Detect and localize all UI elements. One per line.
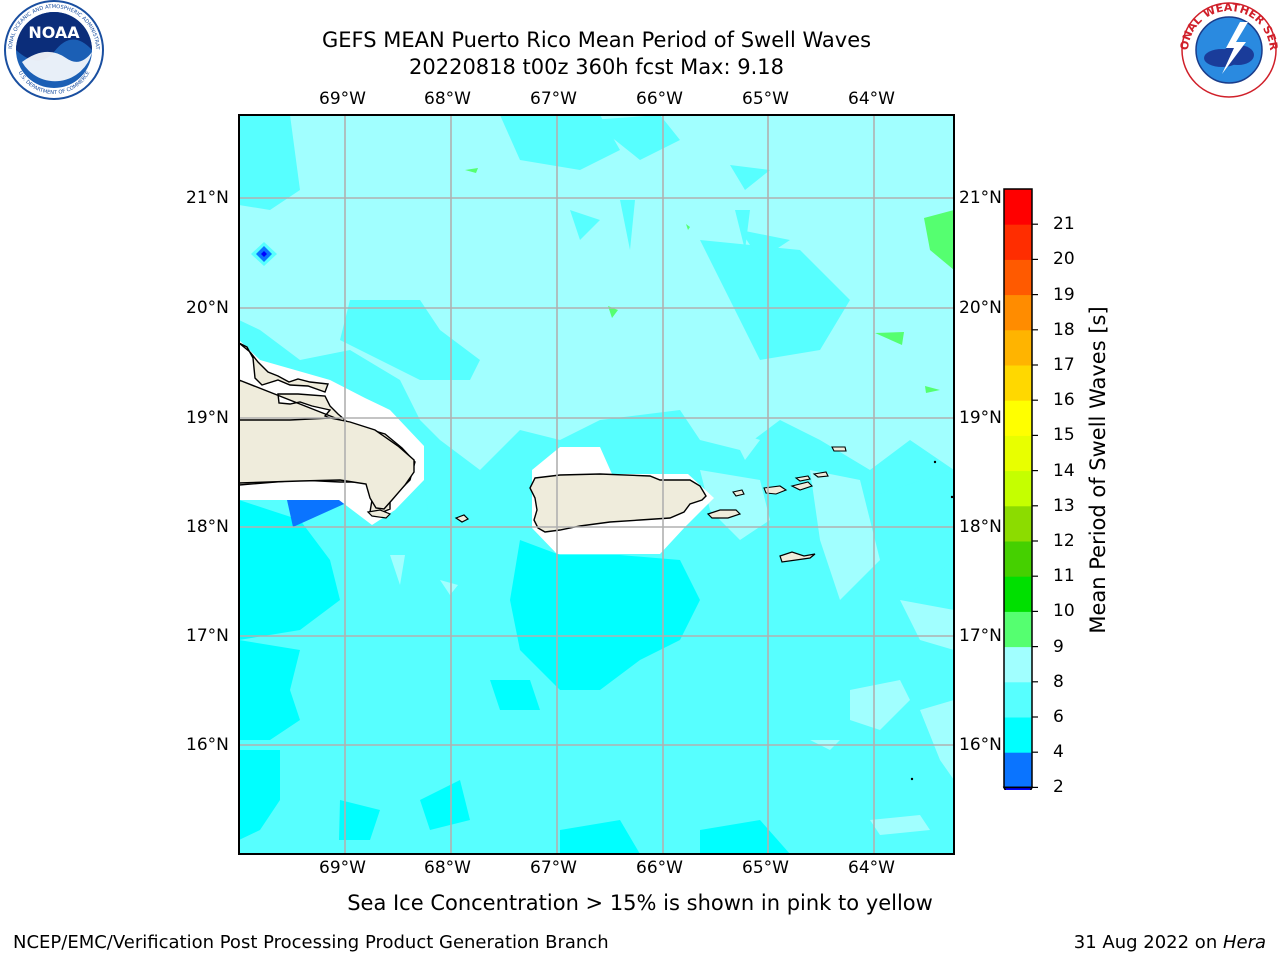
swell-period-field [239,115,954,854]
colorbar-segment [1004,294,1032,331]
colorbar-segment [1004,224,1032,260]
credit-text: NCEP/EMC/Verification Post Processing Pr… [13,932,609,953]
colorbar-frame [1003,188,1033,789]
lon-tick-bottom: 68°W [424,858,471,878]
colorbar-segment [1004,717,1032,753]
colorbar-segment [1004,365,1032,401]
colorbar-segment [1004,541,1032,577]
colorbar-tick-label: 11 [1053,566,1075,587]
colorbar-tick-label: 18 [1053,319,1075,340]
lon-tick-top: 67°W [530,89,577,109]
lat-tick-right: 20°N [959,298,1002,318]
colorbar-tick-label: 6 [1053,707,1064,727]
noaa-logo-text: NOAA [28,23,80,42]
lat-tick-right: 19°N [959,408,1002,428]
map-subtitle: 20220818 t00z 360h fcst Max: 9.18 [409,55,784,79]
lon-tick-bottom: 65°W [742,858,789,878]
colorbar-tick-label: 17 [1053,355,1075,375]
date-stamp: 31 Aug 2022 on Hera [1074,932,1266,953]
colorbar-segment [1004,189,1032,225]
colorbar-tick-label: 4 [1053,742,1064,763]
lat-tick-left: 21°N [186,188,229,208]
colorbar-segment [1004,259,1032,296]
colorbar-tick-label: 10 [1053,601,1075,622]
colorbar-tick-label: 2 [1053,777,1064,798]
colorbar-tick-label: 14 [1053,460,1075,481]
nws-logo-icon: NATIONAL WEATHER SERVICE [1178,0,1280,98]
lat-tick-left: 18°N [186,517,229,537]
colorbar-tick-label: 16 [1053,390,1075,411]
lat-tick-right: 16°N [959,735,1002,755]
colorbar-label: Mean Period of Swell Waves [s] [1086,306,1110,634]
colorbar-tick-label: 8 [1053,671,1064,692]
colorbar-tick-label: 20 [1053,249,1075,270]
colorbar-tick-label: 21 [1053,214,1075,235]
colorbar-segment [1004,329,1032,366]
lat-tick-left: 16°N [186,735,229,755]
lon-tick-bottom: 67°W [530,858,577,878]
colorbar-segment [1004,470,1032,507]
lat-tick-right: 17°N [959,626,1002,646]
colorbar-segment [1004,752,1032,788]
colorbar-tick-label: 12 [1053,531,1075,551]
noaa-logo-icon: NOAA NATIONAL OCEANIC AND ATMOSPHERIC AD… [2,0,104,100]
date-text: 31 Aug 2022 on [1073,932,1223,953]
lat-tick-left: 19°N [186,408,229,428]
lon-tick-bottom: 64°W [848,858,895,878]
machine-name: Hera [1222,932,1266,953]
map-gridlines [239,115,954,854]
map-title: GEFS MEAN Puerto Rico Mean Period of Swe… [321,28,872,52]
lon-tick-top: 64°W [848,89,895,109]
colorbar-tick-label: 13 [1053,495,1075,516]
colorbar-segment [1004,576,1032,612]
colorbar-segment [1004,400,1032,436]
colorbar-tick-label: 15 [1053,425,1075,446]
colorbar-segment [1004,435,1032,472]
colorbar-segment [1004,681,1032,718]
sea-ice-note: Sea Ice Concentration > 15% is shown in … [347,891,933,915]
colorbar-segment [1004,611,1032,648]
lat-tick-right: 18°N [959,517,1002,537]
colorbar-tick-label: 19 [1053,284,1075,305]
colorbar-tick-label: 9 [1053,636,1064,657]
lon-tick-bottom: 69°W [319,858,366,878]
map-frame [238,114,955,855]
colorbar [1002,188,1038,790]
lon-tick-top: 68°W [424,89,471,109]
lon-tick-top: 69°W [319,89,366,109]
lon-tick-bottom: 66°W [636,858,683,878]
colorbar-segment [1004,505,1032,542]
lon-tick-top: 66°W [636,89,683,109]
lon-tick-top: 65°W [742,89,789,109]
lat-tick-left: 20°N [186,298,229,318]
colorbar-segment [1004,646,1032,683]
lat-tick-right: 21°N [959,188,1002,208]
lat-tick-left: 17°N [186,626,229,646]
